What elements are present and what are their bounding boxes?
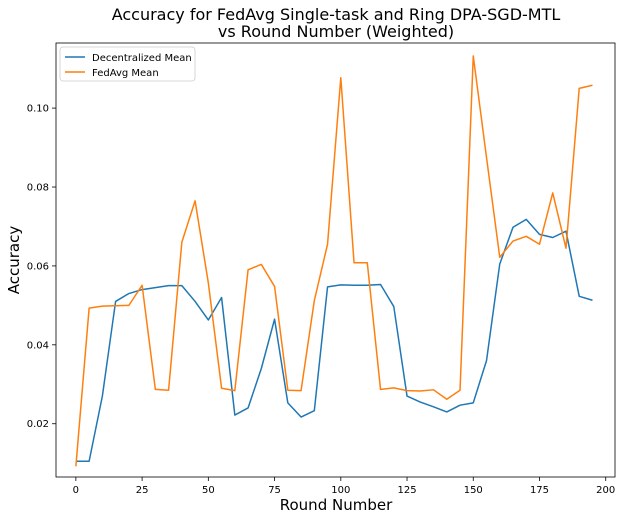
- plot-area: [55, 42, 616, 478]
- x-tick-label: 25: [136, 485, 149, 496]
- x-tick-label: 0: [73, 485, 79, 496]
- legend-label-fedavg-mean: FedAvg Mean: [92, 68, 159, 79]
- x-tick-label: 75: [268, 485, 281, 496]
- plot-frame: [55, 42, 616, 478]
- x-tick-label: 200: [596, 485, 615, 496]
- x-axis-ticks: 0 25 50 75 100 125 150 175 200: [73, 477, 615, 496]
- y-axis-label: Accuracy: [5, 226, 23, 295]
- y-axis-ticks: 0.02 0.04 0.06 0.08 0.10: [27, 104, 56, 430]
- x-tick-label: 125: [397, 485, 416, 496]
- legend-label-decentralized-mean: Decentralized Mean: [92, 53, 192, 64]
- y-tick-label: 0.04: [27, 340, 49, 351]
- legend: Decentralized Mean FedAvg Mean: [59, 46, 196, 82]
- x-tick-label: 50: [202, 485, 215, 496]
- x-tick-label: 150: [464, 485, 483, 496]
- legend-box: [59, 46, 196, 82]
- series-line-fedavg-mean: [75, 55, 593, 467]
- x-tick-label: 100: [331, 485, 350, 496]
- y-tick-label: 0.06: [27, 261, 49, 272]
- chart-title-line-2: vs Round Number (Weighted): [218, 22, 454, 41]
- y-tick-label: 0.10: [27, 104, 49, 115]
- x-axis-label: Round Number: [280, 496, 393, 514]
- y-tick-label: 0.08: [27, 183, 49, 194]
- series-layer: [75, 55, 593, 467]
- y-tick-label: 0.02: [27, 419, 49, 430]
- x-tick-label: 175: [530, 485, 549, 496]
- chart-title-line-1: Accuracy for FedAvg Single-task and Ring…: [112, 5, 561, 24]
- series-line-decentralized-mean: [75, 218, 593, 462]
